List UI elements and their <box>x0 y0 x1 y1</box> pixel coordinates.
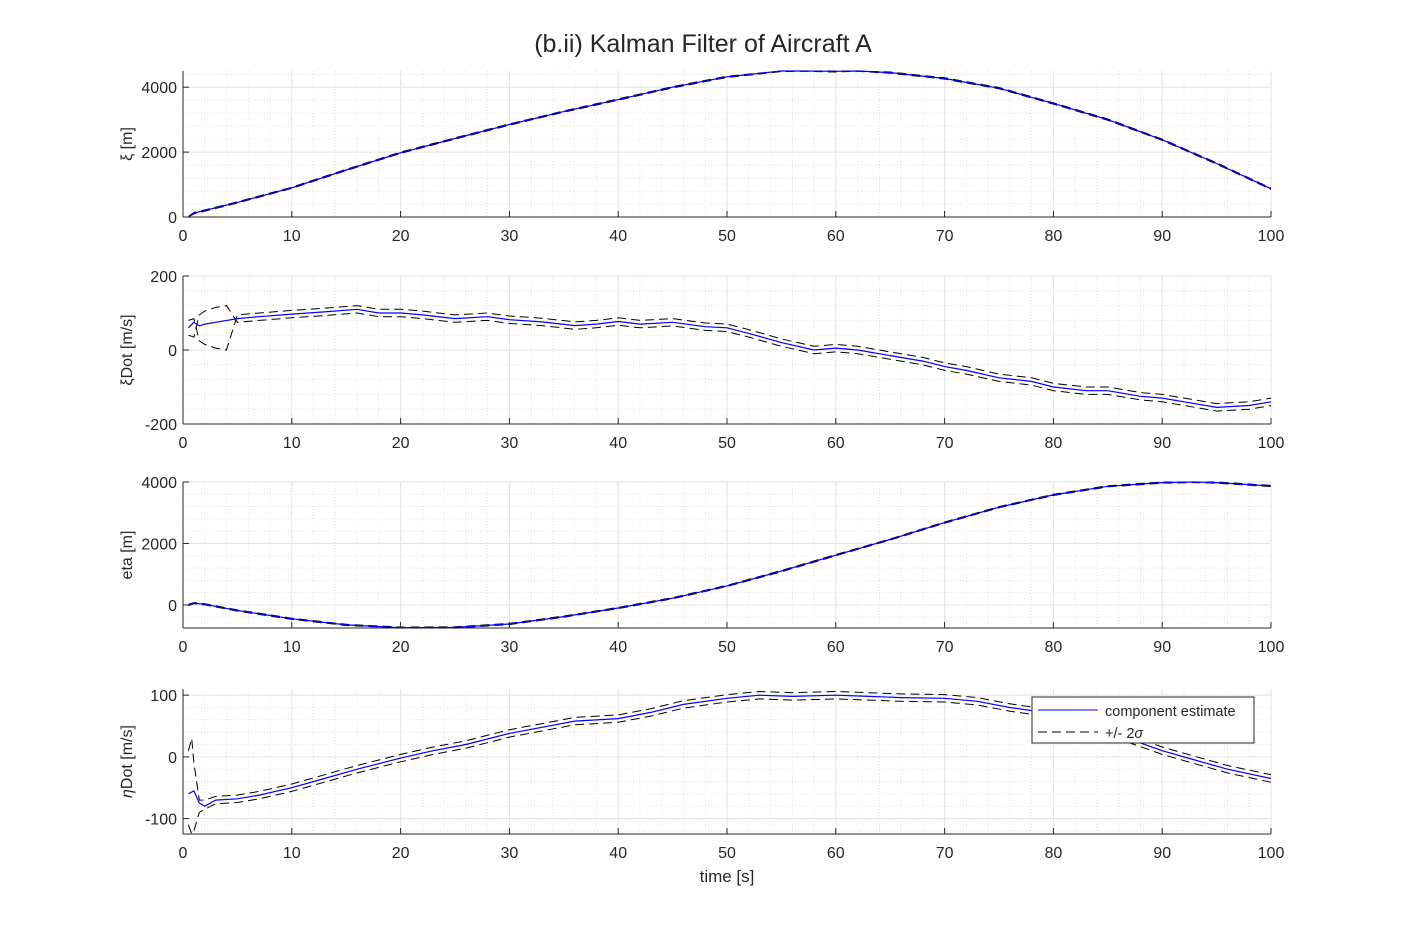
y-tick-label: 200 <box>150 269 177 286</box>
y-tick-label: 2000 <box>141 536 177 553</box>
x-tick-label: 70 <box>936 639 954 656</box>
subplot-1: 0 10 20 30 40 50 60 70 80 90 100 0 2000 4000 ξ [m] <box>119 70 1285 245</box>
lower-bound-line <box>188 305 1272 412</box>
x-tick-label: 40 <box>609 639 627 656</box>
y-tick-label: -100 <box>145 812 177 829</box>
upper-bound-line <box>188 305 1272 405</box>
x-tick-label: 90 <box>1153 228 1171 245</box>
y-tick-label: 2000 <box>141 145 177 162</box>
x-tick-label: 30 <box>501 639 519 656</box>
lower-bound-line <box>188 482 1272 629</box>
x-tick-label: 0 <box>179 228 188 245</box>
legend-estimate-label: component estimate <box>1105 704 1236 720</box>
x-tick-label: 0 <box>179 845 188 862</box>
y-tick-label: 100 <box>150 688 177 705</box>
x-tick-label: 60 <box>827 435 845 452</box>
lower-bound-line <box>188 70 1272 218</box>
x-tick-label: 100 <box>1258 435 1285 452</box>
figure-title: (b.ii) Kalman Filter of Aircraft A <box>534 30 872 58</box>
x-tick-label: 0 <box>179 639 188 656</box>
x-tick-label: 20 <box>392 639 410 656</box>
x-tick-label: 80 <box>1045 639 1063 656</box>
y-tick-label: 0 <box>168 210 177 227</box>
x-tick-label: 20 <box>392 845 410 862</box>
x-tick-label: 0 <box>179 435 188 452</box>
x-tick-label: 40 <box>609 845 627 862</box>
x-tick-label: 70 <box>936 845 954 862</box>
upper-bound-line <box>188 70 1272 217</box>
x-tick-label: 100 <box>1258 845 1285 862</box>
y-axis-label: ξDot [m/s] <box>119 314 136 385</box>
y-axis-label: ηDot [m/s] <box>119 725 136 798</box>
x-tick-label: 90 <box>1153 639 1171 656</box>
x-tick-label: 60 <box>827 639 845 656</box>
x-tick-label: 80 <box>1045 845 1063 862</box>
x-tick-label: 50 <box>718 435 736 452</box>
legend-bounds-label: +/- 2σ <box>1105 726 1144 742</box>
estimate-line <box>188 481 1272 629</box>
x-tick-label: 30 <box>501 435 519 452</box>
y-tick-label: 0 <box>168 343 177 360</box>
y-axis-label: ξ [m] <box>119 127 136 161</box>
y-tick-label: 4000 <box>141 80 177 97</box>
x-tick-label: 50 <box>718 228 736 245</box>
estimate-line <box>187 308 1272 409</box>
upper-bound-line <box>187 690 1272 801</box>
subplot-3: 0 10 20 30 40 50 60 70 80 90 100 0 2000 4000 eta [m] <box>119 475 1284 656</box>
x-tick-label: 30 <box>501 228 519 245</box>
y-tick-label: 0 <box>168 598 177 615</box>
x-tick-label: 60 <box>827 228 845 245</box>
x-tick-label: 10 <box>283 435 301 452</box>
x-tick-label: 30 <box>501 845 519 862</box>
x-tick-label: 10 <box>283 228 301 245</box>
x-tick-label: 70 <box>936 435 954 452</box>
x-tick-label: 40 <box>609 435 627 452</box>
x-axis-label: time [s] <box>700 867 755 886</box>
estimate-line <box>188 70 1272 218</box>
x-tick-label: 40 <box>609 228 627 245</box>
y-tick-label: -200 <box>145 417 177 434</box>
x-tick-label: 10 <box>283 845 301 862</box>
x-tick-label: 70 <box>936 228 954 245</box>
x-tick-label: 20 <box>392 228 410 245</box>
x-tick-label: 100 <box>1258 639 1285 656</box>
x-tick-label: 90 <box>1153 435 1171 452</box>
x-tick-label: 50 <box>718 845 736 862</box>
x-tick-label: 60 <box>827 845 845 862</box>
x-tick-label: 90 <box>1153 845 1171 862</box>
x-tick-label: 10 <box>283 639 301 656</box>
x-tick-label: 80 <box>1045 228 1063 245</box>
legend-box <box>1031 696 1255 744</box>
x-tick-label: 50 <box>718 639 736 656</box>
y-axis-label: eta [m] <box>119 531 136 580</box>
x-tick-label: 80 <box>1045 435 1063 452</box>
lower-bound-line <box>187 698 1272 836</box>
y-tick-label: 4000 <box>141 475 177 492</box>
x-tick-label: 20 <box>392 435 410 452</box>
y-tick-label: 0 <box>168 750 177 767</box>
legend: component estimate +/- 2σ <box>1031 696 1255 744</box>
x-tick-label: 100 <box>1258 228 1285 245</box>
